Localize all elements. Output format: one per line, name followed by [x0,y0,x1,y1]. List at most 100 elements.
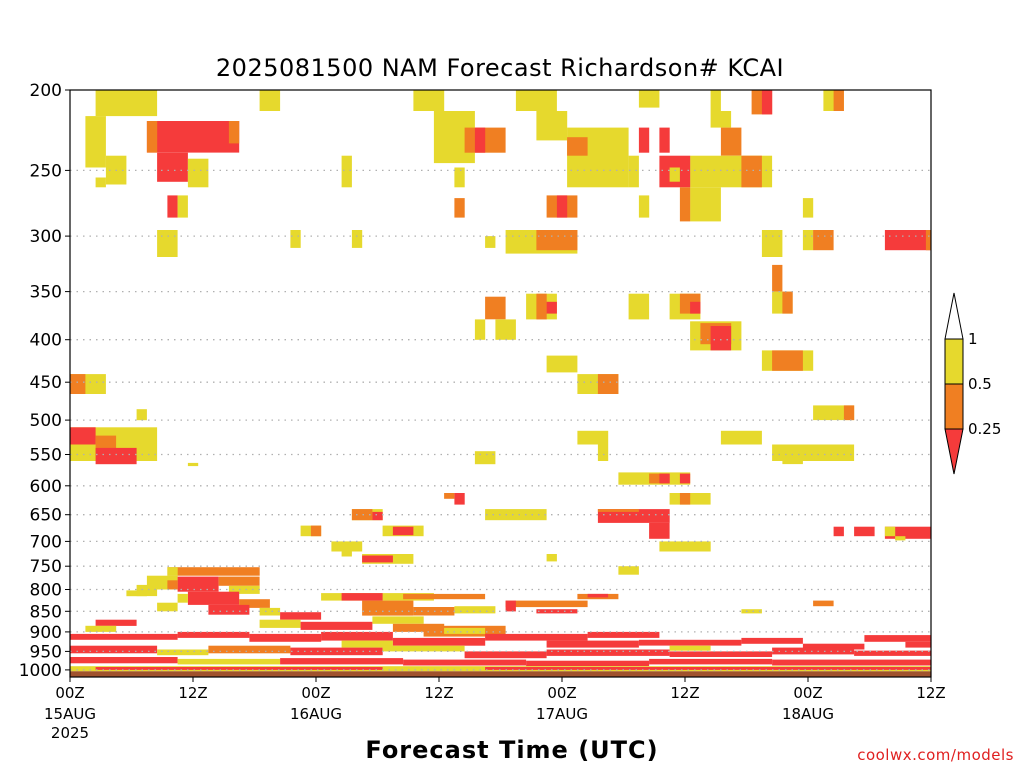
colorbar-level-label: 1 [968,330,978,348]
y-tick-label: 300 [30,227,62,247]
ri-cell [772,647,855,655]
ri-cell [597,444,609,461]
chart-title: 2025081500 NAM Forecast Richardson# KCAI [216,54,784,82]
y-tick-label: 600 [30,477,62,497]
ri-cell [146,121,158,153]
ri-cell [208,604,250,615]
ri-cell [454,167,465,188]
ri-cell [720,127,742,156]
ri-cell [649,473,670,484]
ri-cell [649,658,773,665]
ri-cell [187,158,209,188]
ri-cell [761,230,783,257]
ri-cell [454,606,496,614]
ri-cell [167,580,178,590]
ri-cell [495,319,516,340]
y-tick-label: 900 [30,623,62,643]
ri-cell [813,600,834,607]
ri-cell [70,374,86,394]
ri-cell [259,619,301,628]
ri-cell [403,659,527,666]
plot-frame [69,89,932,678]
ri-cell [382,645,465,652]
ri-cell [95,90,158,117]
y-tick-label: 250 [30,161,62,181]
x-axis-label: Forecast Time (UTC) [365,736,658,764]
ri-cell [157,649,209,656]
ri-cell [341,155,352,188]
ri-cell [649,522,670,539]
ri-cell [710,111,732,128]
ri-cell [638,639,742,646]
ri-cell [95,177,106,188]
ri-cell [177,631,250,638]
ri-cell [485,667,931,670]
ri-cell [567,127,629,188]
pressure-gridlines [70,169,931,671]
x-date-label: 17AUG [536,705,588,723]
colorbar-legend: 1 0.5 0.25 [944,292,1001,475]
y-tick-label: 650 [30,506,62,526]
ri-cell [259,90,281,111]
ri-cell [177,658,281,665]
ri-cell [597,509,670,523]
ri-cell [515,90,557,111]
ri-cell [536,111,568,141]
ri-cell [587,631,660,638]
ri-cell [177,576,219,592]
ri-cell [772,350,803,371]
ri-cell [577,430,609,445]
ri-cell [505,600,516,612]
ri-cell [300,621,373,630]
ri-cell [146,121,240,153]
ri-cell [772,444,855,461]
ri-cell [167,195,178,218]
ri-cell [300,525,322,537]
ri-cell [403,593,486,600]
ri-cell [536,293,547,320]
ri-cell [587,593,609,598]
ri-cell [669,167,680,182]
ri-cell [485,296,506,320]
x-tick-label: 00Z [301,684,330,702]
ri-cell [208,645,291,654]
ground-band [70,671,931,677]
y-tick-label: 850 [30,602,62,622]
ri-cell [280,612,322,620]
ri-cell [638,90,660,108]
ri-cell [679,473,691,484]
ri-cell [485,509,547,521]
ri-cell [157,230,178,257]
ri-cell [638,195,650,218]
ri-cell [720,430,762,445]
ri-cell [187,462,199,467]
ri-cell [556,195,568,218]
colorbar-level-label: 0.5 [968,375,992,393]
ri-cell [567,137,588,156]
ri-cell [782,457,803,465]
x-date-label: 15AUG [44,705,96,723]
ri-cell [659,127,670,153]
x-tick-label: 12Z [424,684,453,702]
ri-cell [362,600,414,616]
ri-cell [444,493,455,499]
ri-cell [505,600,588,608]
ri-cell [341,551,352,557]
ri-cell [70,657,178,664]
x-date-label: 18AUG [782,705,834,723]
ri-cell [895,536,906,541]
ri-cell [177,593,188,603]
ri-cell [741,609,762,614]
ri-cell [546,355,578,373]
ri-cell [126,590,147,597]
ri-cell [321,631,393,641]
ri-cell [259,607,281,616]
x-date-label: 16AUG [290,705,342,723]
ri-cell [464,651,547,659]
x-year-label: 2025 [51,724,89,742]
ri-cell [392,623,445,632]
ri-cell [659,473,670,484]
colorbar-bin-yellow [944,338,964,385]
ri-cell [157,602,178,612]
ri-cell [710,90,721,111]
